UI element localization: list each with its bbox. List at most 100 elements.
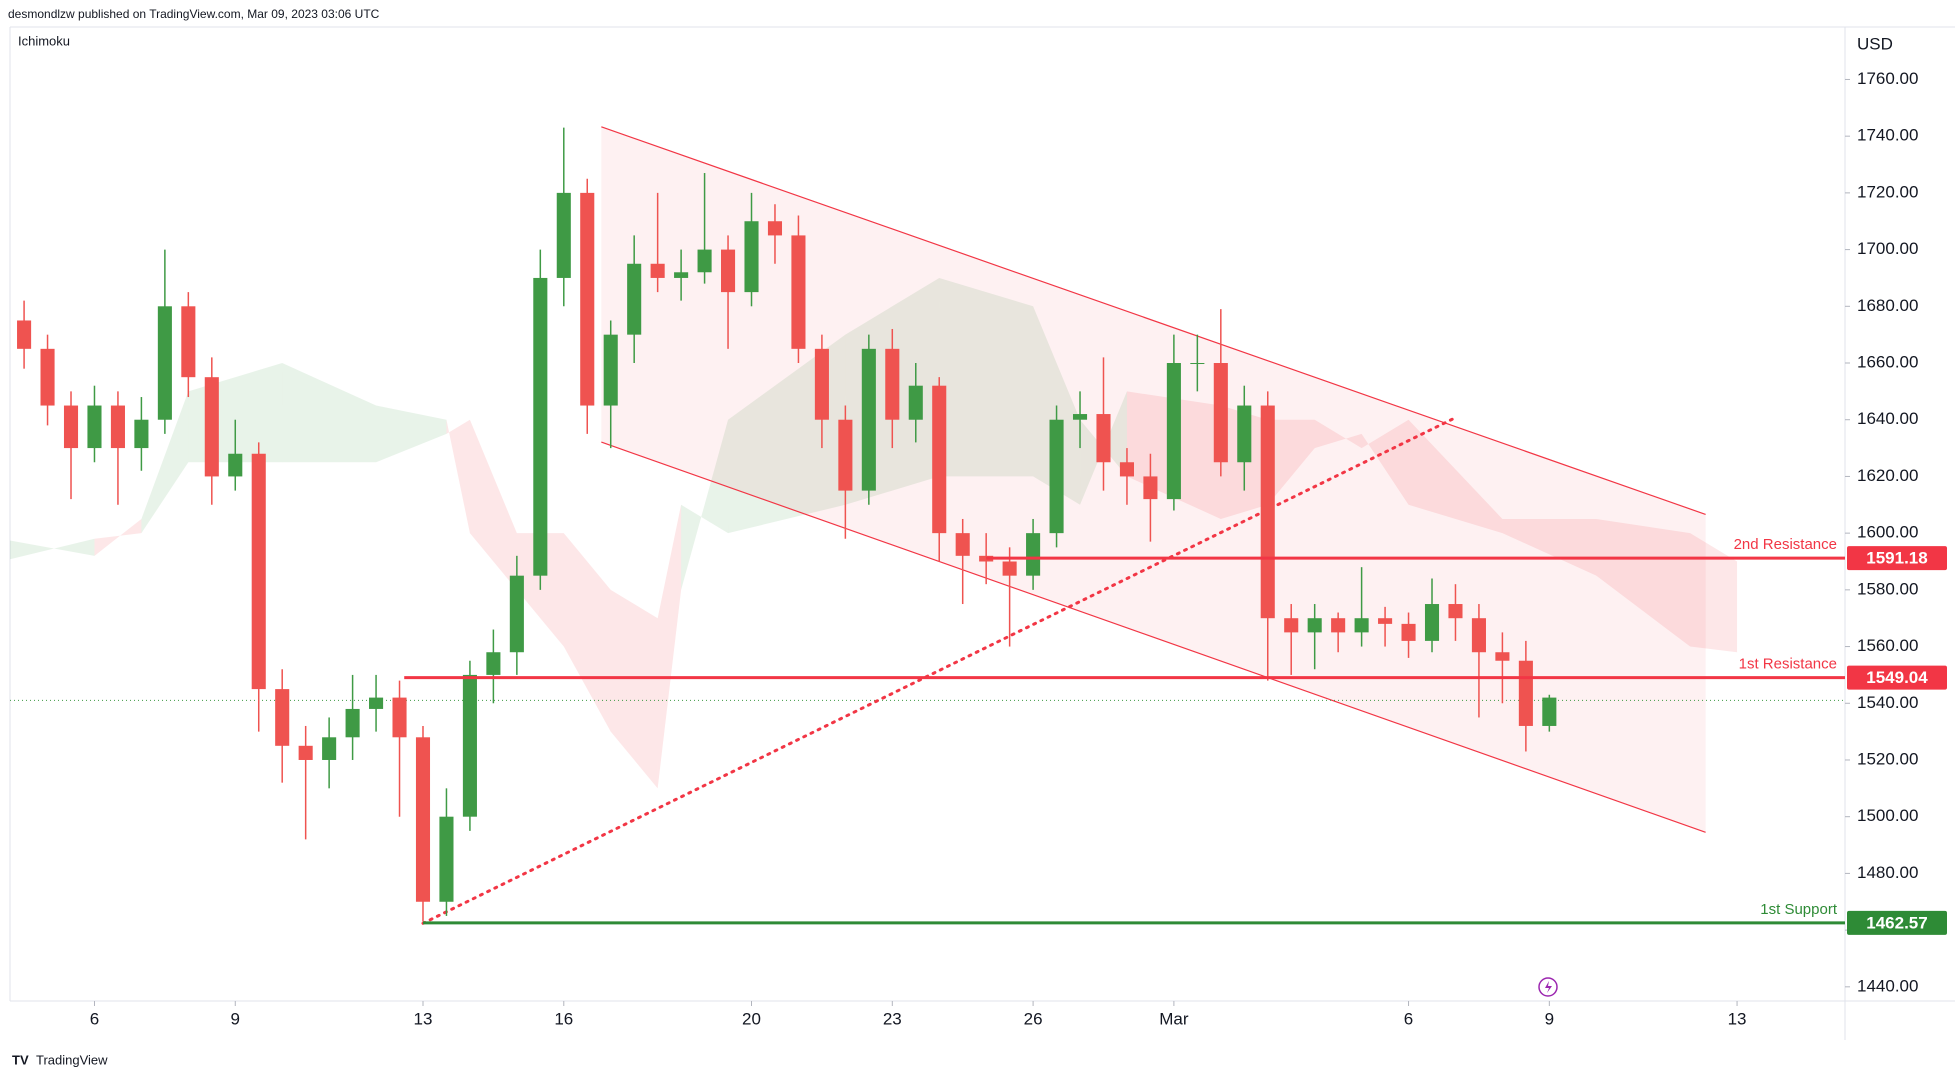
candle-body xyxy=(861,348,876,491)
x-tick-label: Mar xyxy=(1159,1009,1189,1028)
ichimoku-cloud xyxy=(376,405,447,463)
level-name: 1st Support xyxy=(1760,901,1838,918)
candle-body xyxy=(369,697,384,709)
ichimoku-cloud xyxy=(1361,419,1409,505)
y-tick-label: 1720.00 xyxy=(1857,182,1918,201)
x-tick-label: 13 xyxy=(1728,1009,1747,1028)
candle-body xyxy=(134,419,149,449)
candle-body xyxy=(603,334,618,406)
candle-body xyxy=(1424,604,1440,641)
candle-body xyxy=(1260,405,1275,619)
y-tick-label: 1700.00 xyxy=(1857,239,1918,258)
footer-logo: TV TradingView xyxy=(12,1052,108,1067)
y-tick-label: 1520.00 xyxy=(1857,749,1918,768)
publisher-note: desmondlzw published on TradingView.com,… xyxy=(8,7,380,21)
level-name: 2nd Resistance xyxy=(1734,536,1837,553)
ichimoku-cloud xyxy=(610,589,658,789)
currency: USD xyxy=(1857,34,1893,53)
ichimoku-cloud xyxy=(1080,391,1127,505)
candle-body xyxy=(509,575,524,653)
y-tick-label: 1640.00 xyxy=(1857,409,1918,428)
candle-body xyxy=(838,419,853,491)
candle-body xyxy=(345,708,360,738)
candle-body xyxy=(1096,414,1111,463)
y-tick-label: 1480.00 xyxy=(1857,863,1918,882)
candle-body xyxy=(1401,623,1416,641)
ichimoku-cloud xyxy=(1314,419,1362,449)
level-price-box xyxy=(1847,665,1947,690)
level-name: 1st Resistance xyxy=(1739,656,1837,673)
candle-body xyxy=(1002,561,1017,576)
candle-body xyxy=(1213,363,1228,463)
ichimoku-cloud xyxy=(94,518,142,556)
candle-body xyxy=(1143,476,1158,500)
ichimoku-cloud xyxy=(10,538,95,560)
candle-body xyxy=(674,272,689,278)
candle-body xyxy=(17,320,32,349)
x-tick-label: 20 xyxy=(742,1009,761,1028)
y-tick-label: 1660.00 xyxy=(1857,352,1918,371)
replay-icon[interactable] xyxy=(1538,977,1558,997)
candle-body xyxy=(462,674,477,817)
icon-ring[interactable] xyxy=(1538,977,1558,997)
candle-body xyxy=(157,306,172,420)
candle-body xyxy=(1284,618,1299,633)
level-price-label: 1549.04 xyxy=(1866,668,1928,687)
ichimoku-cloud xyxy=(1267,419,1315,505)
candle-body xyxy=(650,263,665,278)
ichimoku-cloud xyxy=(1596,518,1691,647)
candle-body xyxy=(415,737,431,902)
candle-body xyxy=(298,745,313,760)
candle-body xyxy=(1190,363,1205,365)
candle-body xyxy=(1354,618,1369,633)
candle-body xyxy=(204,377,219,477)
candle-body xyxy=(1307,618,1322,633)
y-tick-label: 1440.00 xyxy=(1857,976,1918,995)
ichimoku-cloud xyxy=(446,419,470,534)
ichimoku-cloud xyxy=(141,391,189,534)
candle-body xyxy=(322,737,337,760)
indicator-name: Ichimoku xyxy=(18,33,70,48)
channel-lower xyxy=(601,441,1706,833)
candle-body xyxy=(181,306,196,378)
x-tick-label: 6 xyxy=(90,1009,99,1028)
candle-body xyxy=(932,385,947,534)
level-price-label: 1462.57 xyxy=(1866,913,1927,932)
candle-body xyxy=(228,453,243,477)
x-tick-label: 16 xyxy=(554,1009,573,1028)
candle-body xyxy=(392,697,407,738)
ichimoku-cloud xyxy=(939,277,1034,477)
channel-upper xyxy=(601,126,1706,515)
icon-bolt[interactable] xyxy=(1545,981,1552,993)
level-price-label: 1591.18 xyxy=(1866,549,1927,568)
candle-body xyxy=(1237,405,1252,463)
y-tick-label: 1620.00 xyxy=(1857,466,1918,485)
candle-body xyxy=(1166,363,1181,500)
candle-body xyxy=(791,235,806,349)
candle-body xyxy=(63,405,79,449)
candle-body xyxy=(1072,414,1088,420)
candle-body xyxy=(744,221,759,293)
candle-body xyxy=(721,249,736,293)
y-tick-label: 1500.00 xyxy=(1857,806,1918,825)
ichimoku-cloud xyxy=(1502,518,1597,576)
candle-body xyxy=(275,689,290,746)
x-tick-label: 9 xyxy=(231,1009,240,1028)
plot-area xyxy=(10,126,1845,925)
candle-body xyxy=(1471,618,1486,653)
level-price-box xyxy=(1847,546,1947,571)
level-price-box xyxy=(1847,910,1947,935)
candle-body xyxy=(439,816,454,902)
trendline xyxy=(421,417,1456,925)
candle-body xyxy=(908,385,923,420)
ichimoku-cloud xyxy=(1690,533,1738,653)
ichimoku-cloud xyxy=(1408,419,1503,534)
candle-body xyxy=(1119,462,1134,477)
candle-body xyxy=(885,348,900,420)
candle-body xyxy=(627,263,642,335)
candle-body xyxy=(1331,618,1346,633)
candle-body xyxy=(1448,604,1463,619)
footer-brand: TradingView xyxy=(36,1052,108,1067)
